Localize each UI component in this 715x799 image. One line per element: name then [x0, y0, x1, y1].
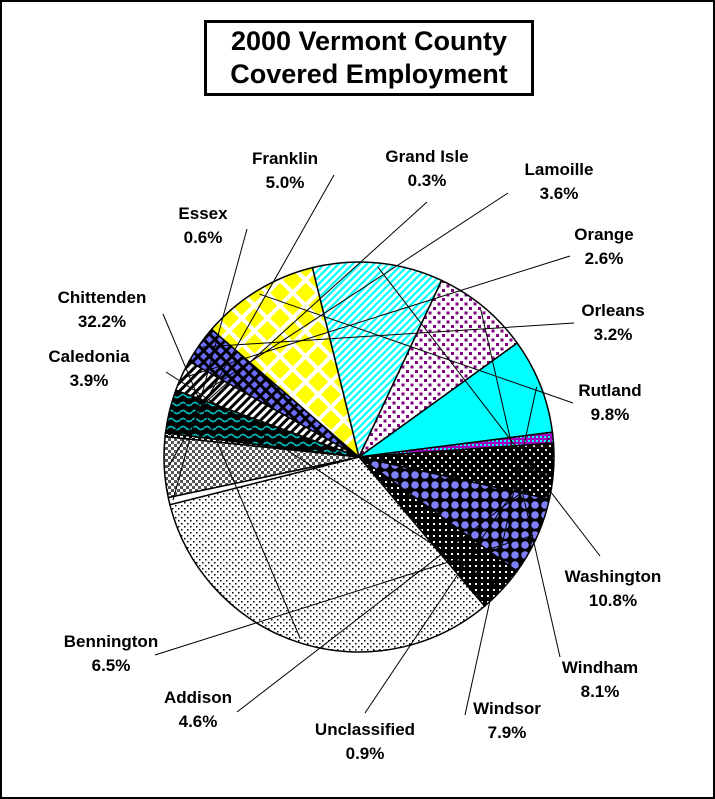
label-name: Windham: [562, 658, 638, 677]
label-percent: 8.1%: [581, 682, 620, 701]
label-name: Essex: [178, 204, 228, 223]
label-lamoille: Lamoille 3.6%: [525, 160, 594, 203]
label-name: Rutland: [578, 381, 641, 400]
leader-addison: [236, 470, 550, 713]
label-addison: Addison 4.6%: [164, 688, 232, 731]
leader-caledonia: [165, 371, 500, 588]
label-name: Unclassified: [315, 720, 415, 739]
slice-chittenden: [169, 456, 486, 653]
label-name: Chittenden: [58, 288, 147, 307]
label-name: Caledonia: [48, 347, 130, 366]
leader-bennington: [154, 534, 534, 656]
label-percent: 7.9%: [488, 723, 527, 742]
label-percent: 3.6%: [540, 184, 579, 203]
leader-lines: [154, 174, 601, 716]
label-bennington: Bennington 6.5%: [64, 632, 158, 675]
slice-windham: [357, 279, 519, 460]
label-name: Grand Isle: [385, 147, 468, 166]
label-unclassified: Unclassified 0.9%: [315, 720, 415, 763]
label-name: Lamoille: [525, 160, 594, 179]
label-percent: 5.0%: [266, 173, 305, 192]
label-percent: 2.6%: [585, 249, 624, 268]
leader-essex: [172, 228, 248, 501]
label-percent: 0.9%: [346, 744, 385, 763]
label-washington: Washington 10.8%: [565, 567, 662, 610]
label-percent: 9.8%: [591, 405, 630, 424]
leader-chittenden: [162, 313, 301, 639]
label-caledonia: Caledonia 3.9%: [48, 347, 130, 390]
leader-unclassified: [364, 437, 550, 714]
label-orleans: Orleans 3.2%: [581, 301, 644, 344]
label-essex: Essex 0.6%: [178, 204, 228, 247]
leader-grand-isle: [168, 201, 428, 436]
label-name: Washington: [565, 567, 662, 586]
chart-title: 2000 Vermont County Covered Employment: [204, 20, 534, 96]
leader-rutland: [259, 293, 574, 404]
leader-orange: [185, 255, 571, 378]
label-name: Franklin: [252, 149, 318, 168]
label-chittenden: Chittenden 32.2%: [58, 288, 147, 331]
slice-franklin: [163, 435, 360, 499]
leader-windsor: [464, 386, 538, 716]
label-percent: 6.5%: [92, 656, 131, 675]
label-windsor: Windsor 7.9%: [473, 699, 541, 742]
chart-title-line-2: Covered Employment: [230, 59, 508, 89]
label-percent: 0.3%: [408, 171, 447, 190]
label-name: Windsor: [473, 699, 541, 718]
label-franklin: Franklin 5.0%: [252, 149, 318, 192]
label-rutland: Rutland 9.8%: [578, 381, 641, 424]
label-orange: Orange 2.6%: [574, 225, 634, 268]
label-name: Bennington: [64, 632, 158, 651]
label-percent: 10.8%: [589, 591, 637, 610]
slice-washington: [311, 261, 443, 460]
slice-labels: Grand Isle 0.3% Lamoille 3.6% Orange 2.6% Orle…: [48, 147, 661, 763]
leader-washington: [377, 266, 601, 557]
label-name: Orange: [574, 225, 634, 244]
label-grand-isle: Grand Isle 0.3%: [385, 147, 468, 190]
label-name: Orleans: [581, 301, 644, 320]
label-name: Addison: [164, 688, 232, 707]
label-percent: 3.2%: [594, 325, 633, 344]
leader-windham: [480, 309, 561, 658]
label-windham: Windham 8.1%: [562, 658, 638, 701]
label-percent: 32.2%: [78, 312, 126, 331]
label-percent: 3.9%: [70, 371, 109, 390]
chart-title-line-1: 2000 Vermont County: [230, 26, 508, 56]
slice-windsor: [358, 341, 554, 458]
leader-franklin: [167, 174, 335, 468]
label-percent: 0.6%: [184, 228, 223, 247]
leader-lamoille: [173, 192, 509, 413]
pie-slices: [163, 261, 555, 653]
label-percent: 4.6%: [179, 712, 218, 731]
leader-orleans: [202, 322, 575, 348]
